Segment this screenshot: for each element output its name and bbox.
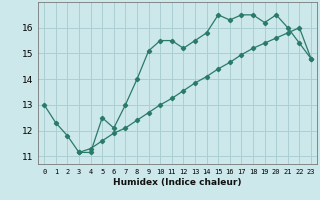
X-axis label: Humidex (Indice chaleur): Humidex (Indice chaleur) xyxy=(113,178,242,187)
